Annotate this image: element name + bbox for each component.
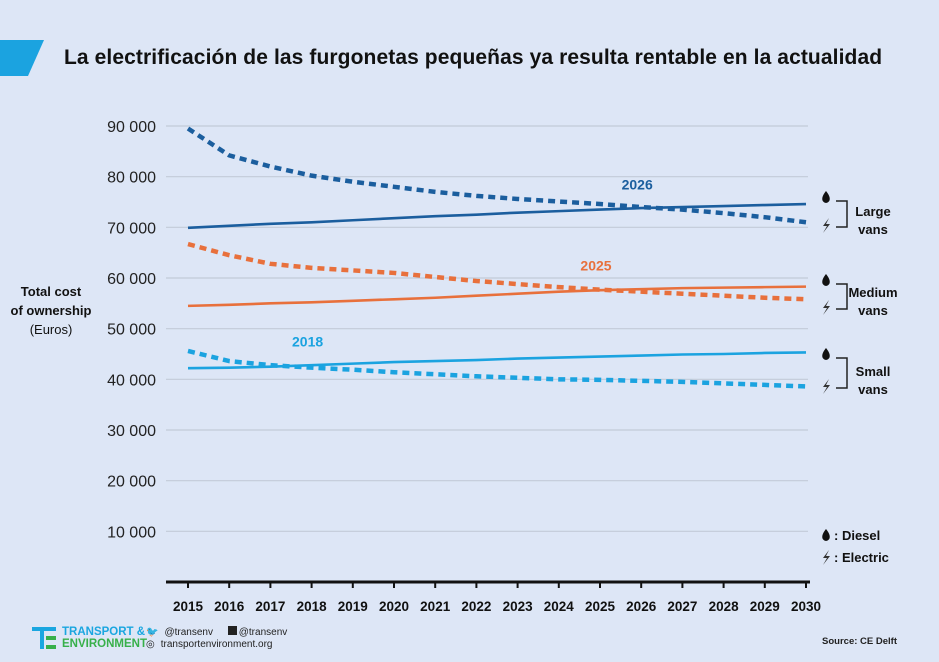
x-tick-label: 2024 [544,599,575,614]
x-tick-label: 2021 [420,599,451,614]
y-tick-label: 40 000 [107,372,156,389]
facebook-link[interactable]: @transenv [227,626,294,638]
lightning-icon [823,300,830,315]
series-line-large-vans-electric [186,126,807,225]
social-links: 🐦 @transenv @transenv ◎ transportenvironme… [146,626,299,651]
legend-group-label: vans [858,382,888,397]
x-tick-label: 2019 [338,599,368,614]
logo-line2: ENVIRONMENT [62,638,147,650]
te-logo: TRANSPORT & ENVIRONMENT [32,626,147,650]
x-tick-label: 2017 [255,599,285,614]
legend-bracket [836,357,848,389]
series-line-small-vans-diesel [187,351,807,370]
legend: Large vans Medium vans Small vans : Diesel : El… [822,191,898,565]
series-lines [186,126,807,389]
annotation-label: 2025 [580,257,611,273]
annotation-label: 2018 [292,333,323,349]
lightning-icon [823,379,830,394]
lightning-icon [823,218,830,233]
x-tick-label: 2025 [585,599,616,614]
x-tick-label: 2030 [791,599,821,614]
x-tick-label: 2029 [750,599,780,614]
grid-lines [166,125,808,532]
x-tick-label: 2020 [379,599,409,614]
legend-group-label: vans [858,222,888,237]
facebook-icon [227,626,237,635]
legend-group-label: Large [855,204,890,219]
x-tick-label: 2022 [461,599,491,614]
series-line-small-vans-electric [187,348,807,389]
y-tick-label: 20 000 [107,474,156,491]
drop-icon [822,348,830,360]
legend-bracket [836,283,848,310]
annotation-label: 2026 [622,176,653,192]
title-accent-tab [0,40,44,76]
x-tick-labels: 2015 2016 2017 2018 2019 2020 2021 2022 2023 2024… [173,599,821,614]
legend-group-label: Medium [848,285,897,300]
y-tick-label: 60 000 [107,271,156,288]
y-axis-unit: (Euros) [29,322,73,337]
globe-icon: ◎ [146,639,155,650]
y-tick-labels: 10 000 20 000 30 000 40 000 50 000 60 000 70 0… [107,119,156,541]
annotations: 2026 2025 2018 [292,176,653,349]
series-line-large-vans-diesel [187,202,807,230]
twitter-icon: 🐦 [146,627,159,638]
lightning-icon [823,550,830,565]
twitter-link[interactable]: 🐦 @transenv [146,627,213,638]
series-line-medium-vans-electric [187,241,807,302]
legend-group-label: vans [858,303,888,318]
x-tick-label: 2015 [173,599,204,614]
x-tick-label: 2018 [297,599,328,614]
legend-key-electric: : Electric [834,550,889,565]
y-tick-label: 50 000 [107,322,156,339]
series-line-medium-vans-diesel [187,285,807,308]
drop-icon [822,529,830,541]
y-tick-label: 70 000 [107,220,156,237]
x-tick-label: 2023 [503,599,534,614]
x-tick-label: 2027 [667,599,697,614]
logo-line1: TRANSPORT & [62,626,146,638]
y-tick-label: 80 000 [107,170,156,187]
y-axis-label: Total cost of ownership (Euros) [6,282,96,339]
source-note: Source: CE Delft [822,636,897,647]
chart-title: La electrificación de las furgonetas peq… [64,46,883,69]
legend-bracket [836,200,848,228]
legend-key-diesel: : Diesel [834,528,880,543]
y-tick-label: 90 000 [107,119,156,136]
y-tick-label: 30 000 [107,423,156,440]
y-axis-label-line2: of ownership [10,303,92,318]
te-logo-icon [32,627,56,649]
y-axis-label-line1: Total cost [20,284,82,299]
drop-icon [822,274,830,286]
website-link[interactable]: ◎ transportenvironment.org [146,639,273,650]
x-tick-label: 2028 [709,599,740,614]
drop-icon [822,191,830,203]
legend-group-label: Small [856,364,891,379]
x-axis [166,580,810,588]
y-tick-label: 10 000 [107,524,156,541]
x-tick-label: 2016 [214,599,245,614]
x-tick-label: 2026 [626,599,657,614]
